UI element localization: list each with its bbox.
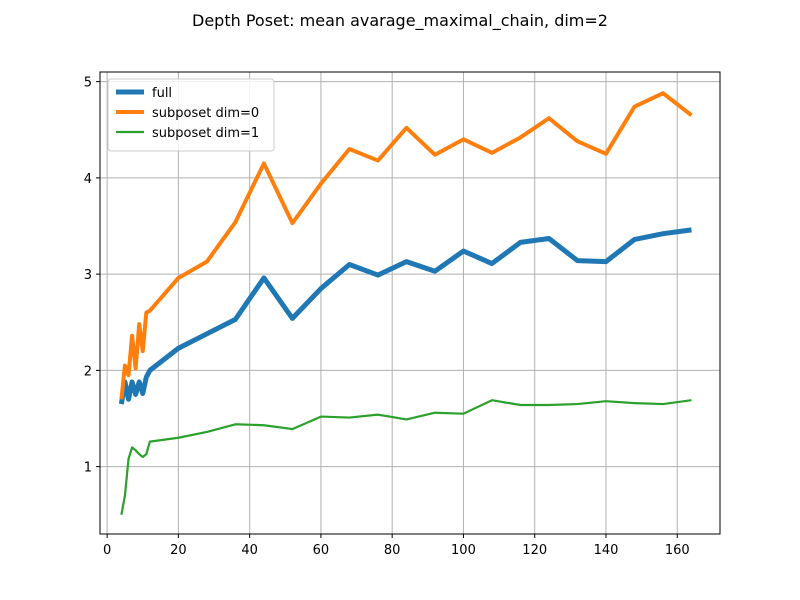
x-tick-label: 160 xyxy=(665,543,690,558)
grid xyxy=(100,72,720,534)
x-tick-label: 40 xyxy=(241,543,258,558)
y-tick-label: 3 xyxy=(84,268,92,283)
x-tick-label: 20 xyxy=(170,543,187,558)
legend-label: full xyxy=(152,86,172,101)
y-tick-label: 1 xyxy=(84,461,92,476)
x-tick-label: 0 xyxy=(103,543,111,558)
series-line-1 xyxy=(118,227,692,405)
y-tick-label: 5 xyxy=(84,76,92,91)
x-tick-label: 120 xyxy=(522,543,547,558)
y-tick-label: 4 xyxy=(84,172,92,187)
x-tick-label: 140 xyxy=(594,543,619,558)
legend: full subposet dim=0 subposet dim=1 xyxy=(107,78,275,152)
series-layer xyxy=(118,91,693,515)
legend-label: subposet dim=0 xyxy=(152,106,259,121)
x-tick-label: 100 xyxy=(451,543,476,558)
legend-box xyxy=(107,78,275,152)
plot-frame xyxy=(99,71,721,535)
axis-ticks: 0 20 40 60 80 100 120 140 160 1 2 3 4 5 xyxy=(84,76,690,558)
series-line-2 xyxy=(119,91,693,400)
legend-label: subposet dim=1 xyxy=(152,126,259,141)
x-tick-label: 80 xyxy=(384,543,401,558)
series-line-3 xyxy=(120,399,692,515)
y-tick-label: 2 xyxy=(84,364,92,379)
x-tick-label: 60 xyxy=(313,543,330,558)
chart-title: Depth Poset: mean avarage_maximal_chain,… xyxy=(192,11,608,31)
